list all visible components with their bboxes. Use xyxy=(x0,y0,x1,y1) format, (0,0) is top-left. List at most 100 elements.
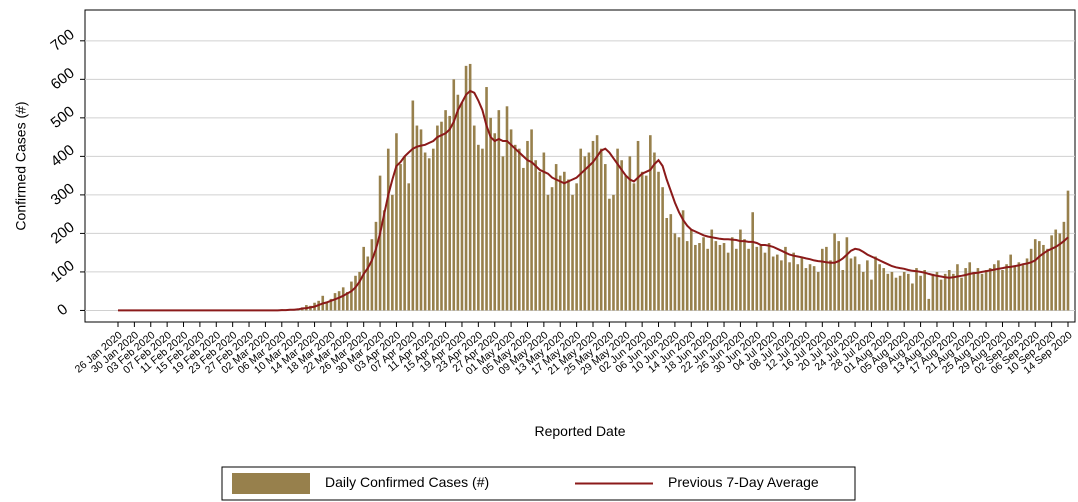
bar xyxy=(1050,235,1053,311)
bar xyxy=(341,287,345,311)
bar xyxy=(603,164,607,311)
bar xyxy=(628,156,632,311)
bar xyxy=(546,194,550,311)
bar xyxy=(489,117,492,311)
bar xyxy=(337,291,341,311)
bar xyxy=(997,260,1000,311)
bar xyxy=(739,229,742,311)
bar xyxy=(988,268,992,311)
bar xyxy=(722,243,726,311)
bar xyxy=(1058,233,1062,311)
bar xyxy=(575,183,578,311)
bar xyxy=(849,258,853,311)
bar xyxy=(493,133,497,311)
bar xyxy=(710,229,714,311)
bar xyxy=(1062,221,1066,311)
bar xyxy=(821,248,824,311)
x-axis-label: Reported Date xyxy=(534,423,625,439)
bar xyxy=(808,264,812,311)
bar xyxy=(362,246,365,311)
y-tick-label: 200 xyxy=(48,219,78,248)
y-tick-label: 600 xyxy=(48,65,78,94)
bar xyxy=(767,243,771,311)
bar xyxy=(1046,248,1049,311)
bar xyxy=(665,218,669,311)
bar xyxy=(673,233,677,311)
bar xyxy=(861,271,865,311)
bar xyxy=(477,144,480,311)
bar xyxy=(391,194,394,311)
bar xyxy=(1038,241,1041,311)
bar xyxy=(456,94,460,311)
bar xyxy=(497,110,501,311)
bar xyxy=(669,214,673,311)
bar xyxy=(374,221,378,311)
bar xyxy=(419,129,423,311)
bar xyxy=(358,271,361,311)
bar xyxy=(591,140,595,311)
bar xyxy=(984,270,988,311)
bar xyxy=(825,246,828,311)
bar xyxy=(534,160,537,311)
plot-area xyxy=(118,63,1070,312)
bar xyxy=(386,148,390,311)
bar xyxy=(698,243,701,311)
bar xyxy=(730,237,734,311)
bar xyxy=(800,256,804,311)
y-tick-label: 0 xyxy=(54,301,71,320)
bar xyxy=(763,252,767,311)
bar xyxy=(481,148,484,311)
bar xyxy=(845,237,849,311)
bar xyxy=(415,125,419,311)
bar xyxy=(894,277,898,311)
bar xyxy=(587,152,591,311)
bar xyxy=(436,125,439,311)
bar xyxy=(1042,244,1045,311)
bar xyxy=(866,260,869,311)
bar xyxy=(661,187,664,311)
bar xyxy=(1025,258,1029,311)
y-tick-label: 500 xyxy=(48,103,78,132)
bar xyxy=(878,264,881,311)
bar xyxy=(509,129,513,311)
bar xyxy=(759,244,763,311)
bar xyxy=(1054,229,1058,311)
bar xyxy=(558,175,562,311)
bar xyxy=(923,270,926,311)
bar xyxy=(1033,239,1037,311)
bar xyxy=(440,121,443,311)
bar xyxy=(677,237,681,311)
bar xyxy=(608,198,611,311)
bar xyxy=(366,256,370,311)
bar xyxy=(927,298,931,311)
bar xyxy=(579,148,583,311)
bar xyxy=(432,148,435,311)
bar xyxy=(853,256,857,311)
bar xyxy=(325,301,329,311)
bar xyxy=(886,273,890,311)
bar xyxy=(329,298,333,311)
bar xyxy=(681,210,685,311)
bar xyxy=(595,135,599,311)
bar xyxy=(616,148,619,311)
bar xyxy=(841,270,845,311)
bar xyxy=(829,260,832,311)
bar xyxy=(522,167,525,311)
bar xyxy=(784,246,787,311)
bar xyxy=(751,212,754,311)
bar xyxy=(702,237,705,311)
bar xyxy=(346,291,349,311)
bar xyxy=(1013,266,1017,311)
bar xyxy=(423,152,427,311)
bar xyxy=(706,248,709,311)
bar xyxy=(915,268,918,311)
bar xyxy=(960,277,963,311)
bar xyxy=(530,129,533,311)
bar xyxy=(563,171,566,311)
y-tick-label: 300 xyxy=(48,180,78,209)
bar xyxy=(350,281,353,311)
bar xyxy=(407,183,411,311)
bar xyxy=(976,268,980,311)
bar xyxy=(694,244,697,311)
